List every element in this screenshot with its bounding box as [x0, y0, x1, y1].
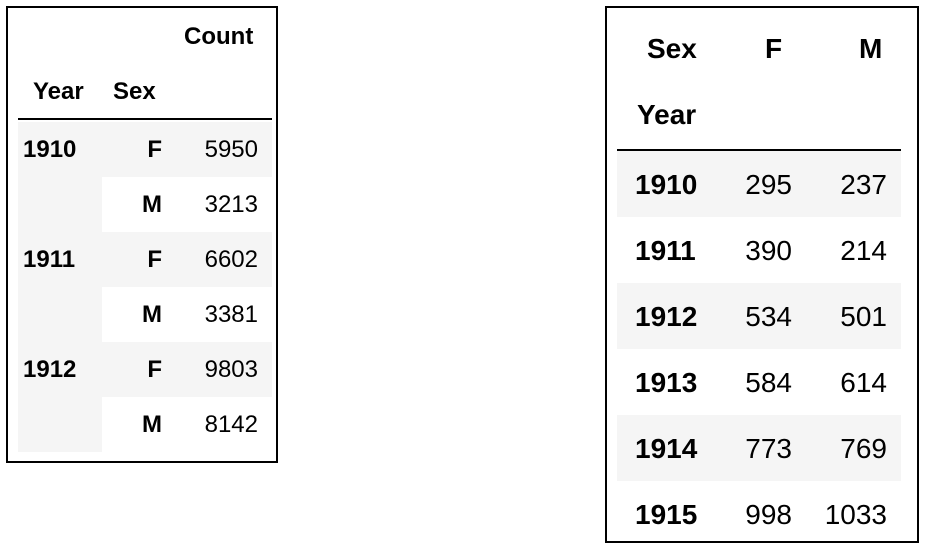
f-value: 584: [745, 367, 792, 398]
count-value: 8142: [204, 411, 258, 438]
f-value: 998: [745, 499, 792, 530]
year-label: 1912: [23, 356, 77, 383]
year-label: 1911: [23, 246, 76, 273]
year-group-cell: [18, 397, 102, 452]
m-value: 769: [840, 433, 887, 464]
sex-label: F: [147, 246, 162, 273]
sex-label: F: [147, 136, 162, 163]
table-row: 1915 998 1033: [617, 481, 901, 539]
table-row: 1912 534 501: [617, 283, 901, 349]
year-label: 1913: [635, 367, 698, 398]
year-label: 1915: [635, 499, 698, 530]
sex-index-header: Sex: [113, 78, 156, 105]
sex-label: M: [142, 411, 162, 438]
m-value: 214: [840, 235, 887, 266]
table-row: [18, 342, 272, 397]
count-value: 6602: [204, 246, 258, 273]
table-row: 1914 773 769: [617, 415, 901, 481]
year-label: 1912: [635, 301, 698, 332]
m-value: 1033: [824, 499, 887, 530]
table-row: [18, 122, 272, 177]
columns-name-header: Sex: [647, 33, 697, 64]
year-label: 1914: [635, 433, 698, 464]
year-label: 1910: [635, 169, 698, 200]
f-value: 295: [745, 169, 792, 200]
table-row: 1910 295 237: [617, 151, 901, 217]
f-value: 534: [745, 301, 792, 332]
column-header-m: M: [859, 33, 883, 64]
f-value: 390: [745, 235, 792, 266]
header-divider: [617, 149, 901, 151]
sex-label: M: [142, 301, 162, 328]
year-group-cell: [18, 287, 102, 342]
sex-label: M: [142, 191, 162, 218]
table-row: [18, 232, 272, 287]
m-value: 237: [840, 169, 887, 200]
index-name-header: Year: [637, 99, 697, 130]
header-divider: [18, 118, 272, 120]
column-header-f: F: [765, 33, 783, 64]
year-label: 1911: [635, 235, 696, 266]
year-index-header: Year: [33, 78, 84, 105]
m-value: 614: [840, 367, 887, 398]
year-label: 1910: [23, 136, 77, 163]
count-value: 3213: [204, 191, 258, 218]
m-value: 501: [840, 301, 887, 332]
table-row: 1911 390 214: [617, 217, 901, 283]
multi-index-table: Count Year Sex 1910 F 5950 M 3213 1911 F…: [6, 6, 278, 463]
f-value: 773: [745, 433, 792, 464]
pivot-table: Sex F M Year 1910 295 237 1911 390 214 1…: [605, 6, 919, 543]
count-column-header: Count: [184, 23, 254, 50]
year-group-cell: [18, 177, 102, 232]
sex-label: F: [147, 356, 162, 383]
count-value: 5950: [204, 136, 258, 163]
count-value: 9803: [204, 356, 258, 383]
table-row: 1913 584 614: [617, 349, 901, 415]
count-value: 3381: [204, 301, 258, 328]
